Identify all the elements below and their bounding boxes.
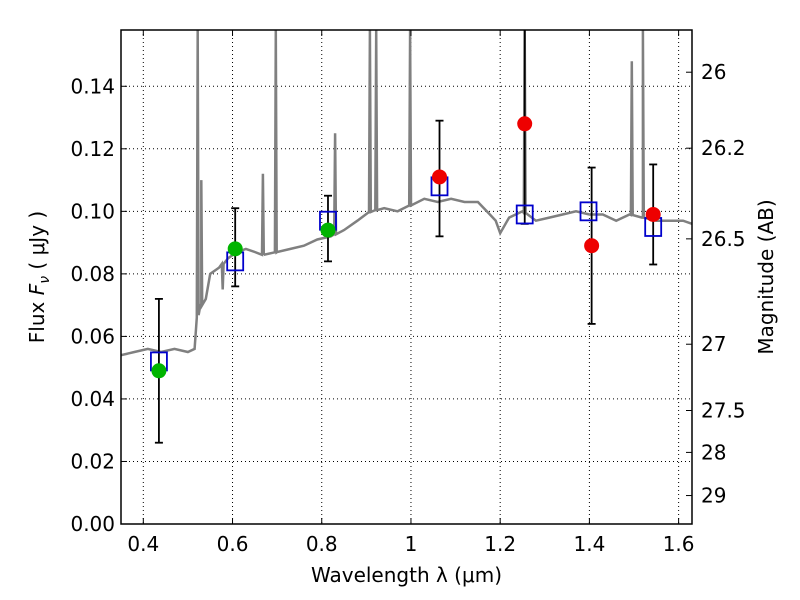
y-axis-label: Flux Fν ( μJy )	[25, 211, 53, 343]
x-tick-label: 0.8	[306, 532, 338, 556]
y-tick-label: 0.00	[70, 512, 115, 536]
observed-point	[432, 169, 448, 185]
x-tick-label: 0.6	[217, 532, 249, 556]
plot-frame	[120, 29, 693, 525]
y-axis-label-subscript: ν	[37, 276, 53, 284]
y2-tick-label: 26.2	[701, 136, 746, 160]
grid	[121, 30, 692, 525]
model-square-marker	[515, 204, 534, 225]
y2-axis-label: Magnitude (AB)	[754, 199, 778, 354]
y-tick-label: 0.08	[70, 262, 115, 286]
observed-point	[320, 222, 336, 238]
observed-point	[151, 363, 167, 379]
observed-point	[645, 206, 661, 222]
y2-tick-label: 26	[701, 60, 726, 84]
y2-tick-label: 28	[701, 440, 726, 464]
y2-tick-label: 29	[701, 484, 726, 508]
x-tick-label: 1.6	[663, 532, 695, 556]
y-tick-label: 0.02	[70, 449, 115, 473]
observed-point	[517, 116, 533, 132]
y-axis-label-symbol: F	[25, 283, 49, 295]
y-axis-label-suffix: ( μJy )	[25, 211, 49, 276]
y-axis-label-prefix: Flux	[25, 295, 49, 343]
y-tick-label: 0.10	[70, 199, 115, 223]
y-tick-label: 0.04	[70, 387, 115, 411]
axis-ticks	[121, 30, 692, 525]
y-tick-label: 0.06	[70, 324, 115, 348]
x-tick-label: 1.4	[573, 532, 605, 556]
tick-labels: 0.4 0.6 0.8 1 1.2 1.4 1.6 0.00 0.02 0.04 0.06 0.08 0…	[70, 60, 745, 556]
spectrum-line	[121, 30, 692, 357]
y2-tick-label: 26.5	[701, 227, 746, 251]
x-tick-label: 0.4	[127, 532, 159, 556]
observed-points	[151, 116, 661, 379]
error-bars	[154, 30, 658, 444]
model-square-marker	[579, 201, 598, 222]
y-tick-label: 0.12	[70, 137, 115, 161]
observed-point	[227, 241, 243, 257]
observed-point	[584, 238, 600, 254]
y2-tick-label: 27.5	[701, 399, 746, 423]
model-spectrum	[121, 30, 692, 357]
x-tick-label: 1	[405, 532, 418, 556]
x-axis-label: Wavelength λ (μm)	[311, 563, 502, 587]
y2-tick-label: 27	[701, 332, 726, 356]
x-tick-label: 1.2	[484, 532, 516, 556]
y-tick-label: 0.14	[70, 74, 115, 98]
